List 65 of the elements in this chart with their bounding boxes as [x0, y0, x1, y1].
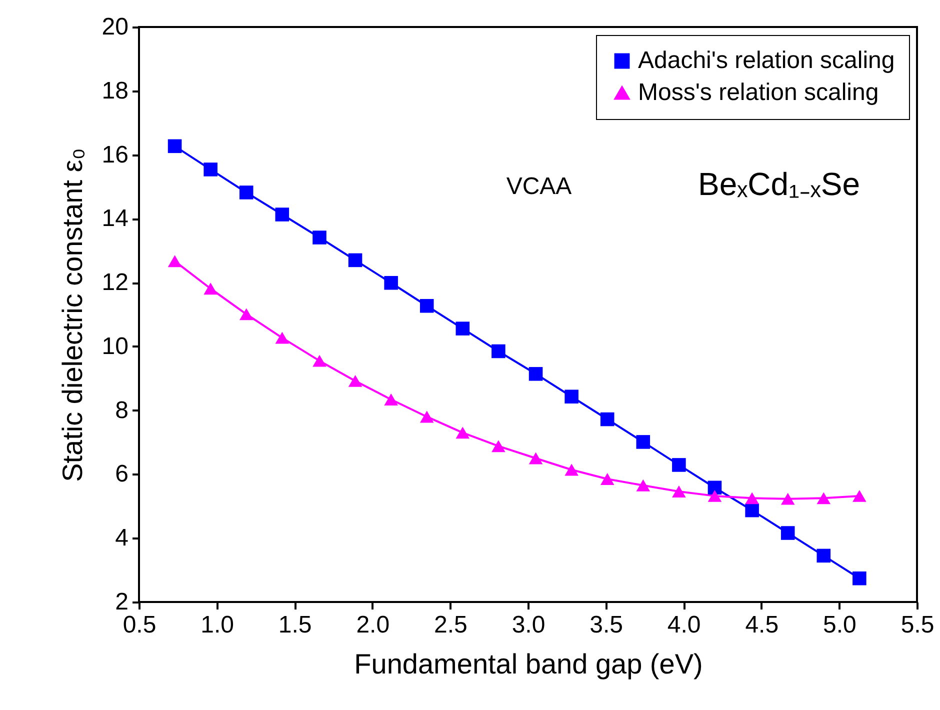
point — [348, 374, 362, 387]
point — [852, 490, 866, 502]
point — [275, 332, 290, 344]
x-tick-label: 4.5 — [745, 612, 779, 638]
point — [852, 571, 866, 586]
point — [745, 503, 759, 518]
point — [420, 298, 434, 313]
x-tick-label: 4.0 — [667, 612, 701, 638]
y-tick-label: 20 — [102, 14, 128, 40]
point — [168, 139, 182, 154]
point — [204, 162, 218, 176]
point — [672, 486, 686, 498]
x-tick-label: 5.0 — [823, 612, 856, 638]
point — [204, 282, 218, 295]
y-tick-label: 4 — [115, 524, 128, 552]
point — [564, 390, 578, 404]
point — [275, 208, 290, 222]
y-tick-label: 16 — [102, 141, 128, 168]
point — [672, 458, 686, 472]
y-tick-label: 14 — [102, 205, 128, 232]
point — [780, 526, 795, 540]
point — [456, 322, 470, 336]
legend-label: Adachi's relation scaling — [638, 47, 895, 74]
annotation: VCAA — [506, 173, 572, 200]
point — [492, 440, 506, 452]
point — [745, 492, 759, 504]
point — [600, 412, 614, 426]
point — [600, 473, 614, 485]
point — [816, 548, 831, 563]
x-tick-label: 3.5 — [590, 612, 623, 638]
x-tick-label: 2.0 — [356, 612, 390, 638]
point — [384, 276, 398, 290]
x-tick-label: 2.5 — [434, 612, 468, 638]
y-tick-label: 10 — [102, 332, 128, 360]
point — [348, 253, 362, 268]
point — [384, 394, 398, 406]
point — [456, 426, 470, 439]
y-tick-label: 18 — [102, 77, 128, 104]
point — [420, 410, 434, 423]
point — [239, 308, 254, 320]
x-tick-label: 3.0 — [512, 612, 546, 638]
point — [816, 492, 831, 504]
x-tick-label: 5.5 — [900, 612, 934, 638]
point — [780, 492, 795, 505]
y-tick-label: 6 — [115, 460, 128, 488]
x-axis-title: Fundamental band gap (eV) — [354, 648, 703, 680]
point — [708, 490, 722, 502]
point — [312, 354, 326, 367]
point — [564, 464, 578, 476]
y-tick-label: 8 — [115, 396, 128, 424]
point — [528, 452, 543, 464]
point — [636, 435, 650, 449]
point — [312, 230, 326, 244]
x-tick-label: 1.0 — [200, 612, 234, 638]
annotation: BeₓCd₁₋ₓSe — [698, 166, 860, 202]
legend-label: Moss's relation scaling — [638, 79, 879, 106]
point — [239, 186, 254, 200]
y-axis-title: Static dielectric constant ε₀ — [56, 148, 88, 482]
point — [168, 255, 182, 268]
x-tick-label: 1.5 — [278, 612, 312, 638]
point — [708, 480, 722, 495]
y-tick-label: 12 — [102, 269, 128, 296]
point — [492, 344, 506, 358]
point — [636, 479, 650, 492]
point — [528, 367, 543, 381]
